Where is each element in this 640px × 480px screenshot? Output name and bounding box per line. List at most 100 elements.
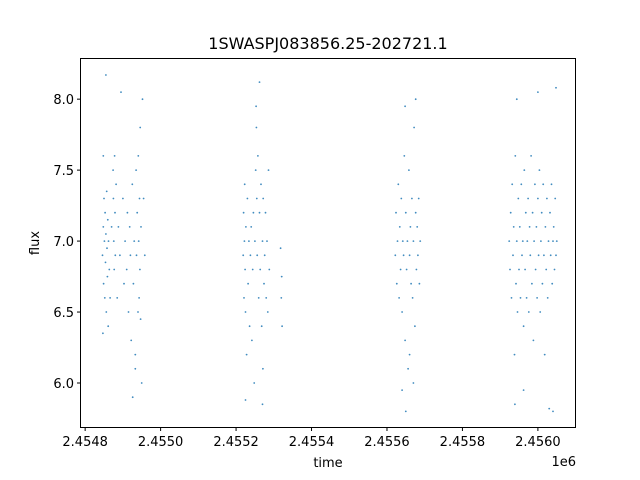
data-point [525, 297, 528, 299]
x-tick-label: 2.4554 [289, 435, 335, 450]
data-point [254, 169, 257, 172]
data-point [527, 197, 529, 200]
data-point [411, 197, 413, 200]
data-point [106, 247, 108, 250]
data-point [400, 197, 403, 200]
data-point [243, 240, 246, 243]
data-point [521, 254, 523, 257]
data-point [123, 282, 125, 285]
data-point [263, 254, 266, 257]
data-point [397, 183, 400, 186]
y-tick-label: 8.0 [53, 93, 74, 108]
data-point [537, 91, 539, 93]
x-tick-label: 2.4558 [440, 435, 486, 450]
data-point [516, 311, 519, 313]
data-point [137, 155, 140, 157]
data-point [417, 197, 420, 200]
data-point [417, 254, 419, 257]
data-point [412, 240, 415, 243]
data-point [527, 311, 530, 313]
data-point [245, 226, 247, 228]
data-point [546, 297, 549, 299]
data-point [522, 325, 525, 328]
data-point [532, 339, 535, 342]
data-point [280, 297, 283, 299]
data-point [113, 268, 116, 271]
data-point [524, 211, 527, 214]
data-point [139, 318, 142, 320]
data-point [104, 211, 106, 214]
data-point [542, 183, 545, 186]
data-point [419, 240, 422, 243]
data-point [404, 339, 406, 342]
data-point [242, 254, 245, 257]
data-point [261, 240, 264, 243]
data-point [262, 197, 265, 200]
data-point [114, 254, 117, 257]
data-point [265, 297, 268, 299]
data-point [112, 197, 115, 200]
x-tick-label: 2.4550 [138, 435, 184, 450]
data-point [110, 226, 113, 228]
data-point [552, 226, 555, 228]
data-point [105, 233, 107, 235]
data-point [113, 155, 116, 157]
data-point [262, 367, 264, 370]
data-point [510, 297, 513, 299]
data-point [129, 254, 132, 257]
data-point [112, 240, 115, 243]
data-point [544, 226, 547, 228]
data-point [402, 254, 405, 257]
data-point [518, 226, 521, 228]
data-point [414, 211, 417, 214]
data-point [250, 226, 253, 228]
data-point [523, 169, 526, 172]
data-point [524, 268, 526, 271]
data-point [247, 282, 250, 285]
data-point [134, 367, 137, 370]
data-point [519, 297, 522, 299]
data-point [555, 240, 558, 243]
data-point [244, 399, 247, 401]
data-point [550, 183, 553, 186]
data-point [281, 325, 283, 328]
data-point [413, 126, 415, 129]
x-tick-label: 2.4548 [62, 435, 108, 450]
data-point [264, 211, 267, 214]
data-point [540, 211, 543, 214]
x-axis-label: time [313, 456, 342, 471]
data-point [540, 240, 542, 243]
data-point [514, 403, 516, 406]
data-point [530, 155, 532, 157]
data-point [404, 211, 407, 214]
data-point [115, 183, 117, 186]
data-point [139, 268, 141, 271]
data-point [512, 226, 515, 228]
data-point [549, 254, 552, 257]
data-point [246, 197, 249, 200]
data-point [135, 254, 138, 257]
data-point [134, 353, 137, 356]
data-point [552, 410, 554, 413]
data-point [251, 339, 253, 342]
x-tick-label: 2.4560 [515, 435, 561, 450]
data-point [254, 240, 256, 243]
data-point [401, 389, 403, 391]
data-point [140, 382, 143, 384]
data-point [536, 297, 538, 299]
data-point [251, 268, 254, 271]
data-point [268, 268, 271, 271]
data-point [142, 197, 145, 200]
data-point [515, 282, 517, 285]
data-point [531, 211, 534, 214]
data-point [405, 268, 408, 271]
data-point [243, 297, 245, 299]
data-point [125, 268, 128, 271]
data-point [259, 268, 262, 271]
x-tick-label: 2.4556 [364, 435, 410, 450]
data-point [514, 155, 517, 157]
data-point [130, 339, 133, 342]
data-point [552, 240, 554, 243]
data-point [116, 297, 119, 299]
data-point [103, 240, 106, 243]
